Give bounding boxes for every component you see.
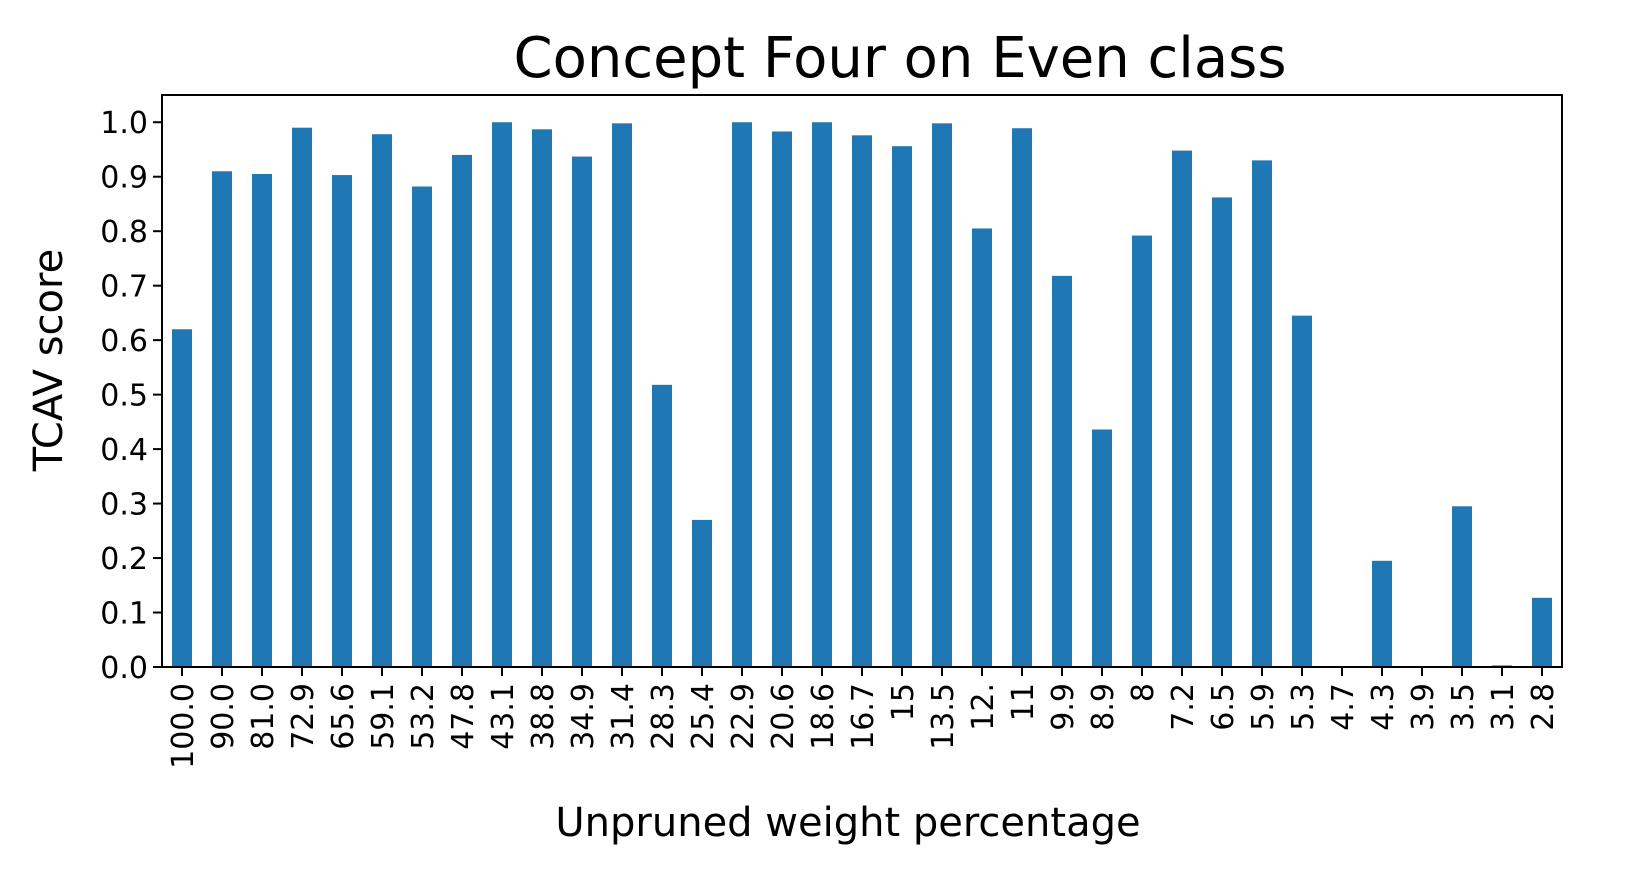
bar-5.9	[1252, 160, 1272, 667]
x-tick-label: 5.9	[1246, 683, 1281, 731]
bar-15	[892, 146, 912, 667]
x-tick-label: 4.3	[1366, 683, 1401, 731]
x-tick-label: 43.1	[486, 683, 521, 750]
bar-11	[1012, 128, 1032, 667]
bar-13.5	[932, 123, 952, 667]
bar-6.5	[1212, 197, 1232, 668]
chart-title: Concept Four on Even class	[513, 26, 1286, 91]
x-tick-label: 9.9	[1046, 683, 1081, 731]
x-tick-label: 3.5	[1446, 683, 1481, 731]
x-tick-label: 13.5	[926, 683, 961, 750]
x-tick-label: 47.8	[446, 683, 481, 750]
x-tick-label: 3.9	[1406, 683, 1441, 731]
x-axis-label: Unpruned weight percentage	[555, 800, 1140, 846]
y-axis-label: TCAV score	[26, 249, 72, 472]
y-ticks-group: 0.0 0.1 0.2 0.3 0.4 0.5 0.6 0.7 0.8 0.9 1.0	[100, 106, 162, 686]
plot-frame	[161, 94, 1563, 668]
x-tick-label: 38.8	[526, 683, 561, 750]
x-tick-label: 53.2	[406, 683, 441, 750]
bar-22.9	[732, 122, 752, 667]
bar-8.9	[1092, 429, 1112, 667]
x-tick-label: 34.9	[566, 683, 601, 750]
y-tick-label: 0.0	[100, 651, 148, 686]
bar-34.9	[572, 156, 592, 667]
bar-7.2	[1172, 150, 1192, 667]
bar-9.9	[1052, 275, 1072, 667]
bar-31.4	[612, 123, 632, 667]
bars-group	[172, 122, 1552, 668]
y-tick-label: 0.8	[100, 215, 148, 250]
bar-25.4	[692, 519, 712, 667]
x-tick-label: 6.5	[1206, 683, 1241, 731]
bar-59.1	[372, 134, 392, 668]
bar-28.3	[652, 384, 672, 667]
bar-18.6	[812, 122, 832, 667]
y-tick-label: 0.6	[100, 324, 148, 359]
x-tick-label: 72.9	[286, 683, 321, 750]
x-tick-label: 22.9	[726, 683, 761, 750]
bar-100.0	[172, 329, 192, 667]
bar-38.8	[532, 129, 552, 667]
x-tick-label: 16.7	[846, 683, 881, 750]
x-tick-label: 25.4	[686, 683, 721, 750]
y-tick-label: 0.2	[100, 542, 148, 577]
x-tick-label: 12.	[966, 683, 1001, 731]
x-tick-label: 11	[1006, 683, 1041, 721]
x-tick-label: 7.2	[1166, 683, 1201, 731]
x-tick-label: 4.7	[1326, 683, 1361, 731]
bar-3.5	[1452, 506, 1472, 667]
x-tick-label: 8	[1126, 683, 1161, 702]
y-tick-label: 0.5	[100, 379, 148, 414]
bar-4.3	[1372, 560, 1392, 667]
x-tick-label: 15	[886, 683, 921, 721]
x-tick-label: 81.0	[246, 683, 281, 750]
x-tick-label: 8.9	[1086, 683, 1121, 731]
y-tick-label: 0.1	[100, 597, 148, 632]
bar-16.7	[852, 135, 872, 667]
bar-90.0	[212, 171, 232, 667]
bar-5.3	[1292, 315, 1312, 667]
bar-43.1	[492, 122, 512, 667]
bar-8	[1132, 235, 1152, 667]
x-tick-label: 59.1	[366, 683, 401, 750]
x-tick-label: 28.3	[646, 683, 681, 750]
bar-47.8	[452, 154, 472, 667]
x-ticks-group: 100.0 90.0 81.0 72.9 65.6 59.1 53.2 47.8 43.1 38.…	[166, 667, 1561, 769]
y-tick-label: 0.4	[100, 433, 148, 468]
x-tick-label: 65.6	[326, 683, 361, 750]
bar-65.6	[332, 175, 352, 667]
bar-53.2	[412, 186, 432, 667]
y-tick-label: 0.3	[100, 488, 148, 523]
bar-12.	[972, 228, 992, 667]
bar-72.9	[292, 127, 312, 667]
bar-81.0	[252, 173, 272, 667]
x-tick-label: 5.3	[1286, 683, 1321, 731]
x-tick-label: 20.6	[766, 683, 801, 750]
x-tick-label: 3.1	[1486, 683, 1521, 731]
x-tick-label: 18.6	[806, 683, 841, 750]
x-tick-label: 2.8	[1526, 683, 1561, 731]
x-tick-label: 31.4	[606, 683, 641, 750]
bar-2.8	[1532, 597, 1552, 667]
x-tick-label: 90.0	[206, 683, 241, 750]
bar-20.6	[772, 131, 792, 668]
y-tick-label: 0.7	[100, 270, 148, 305]
y-tick-label: 0.9	[100, 161, 148, 196]
x-tick-label: 100.0	[166, 683, 201, 769]
y-tick-label: 1.0	[100, 106, 148, 141]
